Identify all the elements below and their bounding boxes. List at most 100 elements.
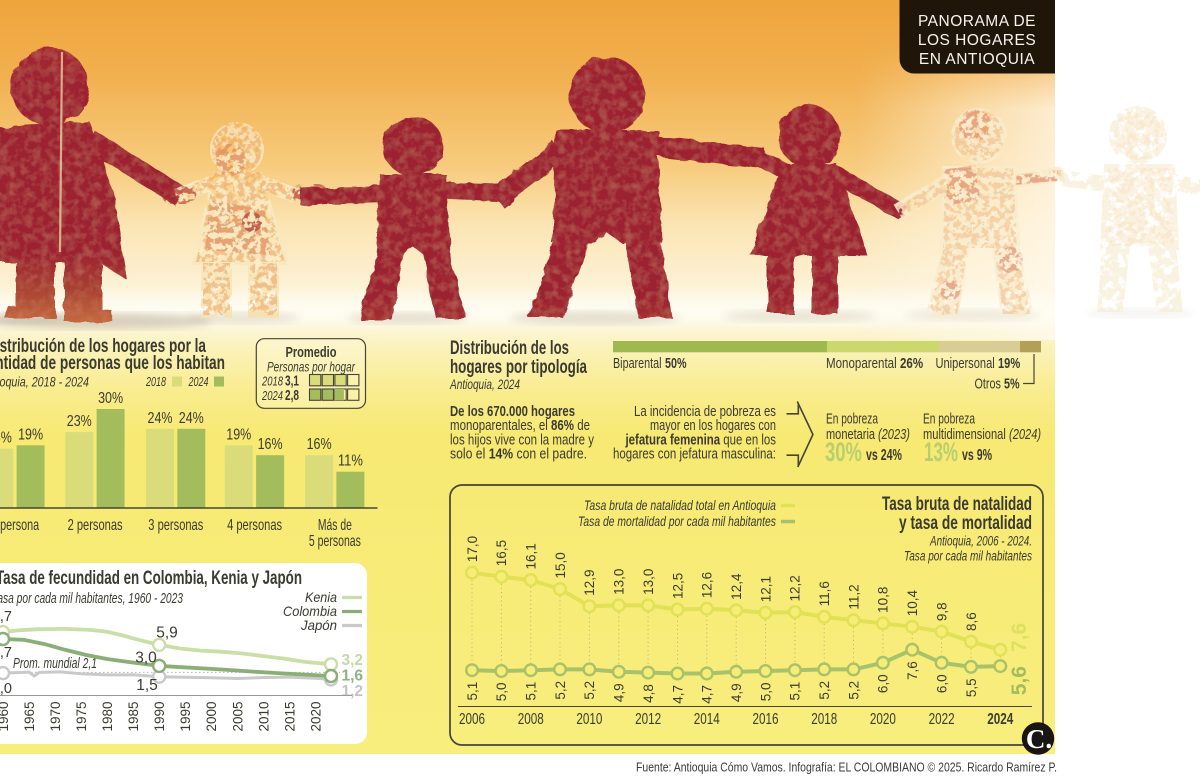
svg-text:3,2: 3,2 <box>342 652 364 669</box>
svg-text:monoparentales, el: monoparentales, el <box>450 417 551 434</box>
svg-text:1 persona: 1 persona <box>0 517 39 534</box>
svg-text:Antioquia, 2018 - 2024: Antioquia, 2018 - 2024 <box>0 374 89 390</box>
svg-text:Distribución de los hogares po: Distribución de los hogares por la <box>0 336 206 357</box>
svg-text:Más de: Más de <box>318 517 352 534</box>
svg-text:2,8: 2,8 <box>285 387 299 404</box>
svg-text:14%: 14% <box>489 446 513 463</box>
svg-text:En pobreza: En pobreza <box>923 412 976 428</box>
svg-text:23%: 23% <box>67 413 92 430</box>
svg-text:Colombia: Colombia <box>283 603 337 619</box>
svg-text:12,9: 12,9 <box>582 569 597 595</box>
svg-text:30%: 30% <box>98 390 123 407</box>
svg-text:Fuente: Antioquia Cómo Vamos.: Fuente: Antioquia Cómo Vamos. Infografía… <box>636 760 1057 775</box>
svg-text:16,1: 16,1 <box>524 543 539 569</box>
svg-text:los hijos vive con la madre y: los hijos vive con la madre y <box>450 431 594 448</box>
svg-text:Unipersonal: Unipersonal <box>936 355 998 372</box>
svg-text:mayor en los hogares con: mayor en los hogares con <box>650 417 776 434</box>
svg-text:2010: 2010 <box>576 711 602 728</box>
svg-text:1985: 1985 <box>126 702 141 732</box>
svg-text:4,8: 4,8 <box>641 684 656 703</box>
svg-text:Biparental: Biparental <box>613 355 665 372</box>
svg-text:5,2: 5,2 <box>553 681 568 700</box>
svg-text:12,5: 12,5 <box>670 573 685 599</box>
svg-text:26%: 26% <box>900 355 923 372</box>
svg-text:1970: 1970 <box>48 702 63 732</box>
svg-text:Tasa de fecundidad en Colombia: Tasa de fecundidad en Colombia, Kenia y … <box>0 567 302 589</box>
svg-text:hogares por tipología: hogares por tipología <box>450 357 587 378</box>
svg-text:La incidencia de pobreza es: La incidencia de pobreza es <box>634 403 776 420</box>
svg-text:7,6: 7,6 <box>1008 623 1031 652</box>
svg-text:1,5: 1,5 <box>136 677 158 694</box>
svg-text:PANORAMA DE: PANORAMA DE <box>918 13 1036 30</box>
svg-text:Tasa por cada mil habitantes,: Tasa por cada mil habitantes, 1960 - 202… <box>0 591 183 607</box>
svg-text:5 personas: 5 personas <box>309 533 361 550</box>
svg-text:13%: 13% <box>924 437 958 467</box>
svg-text:cantidad de personas que los h: cantidad de personas que los habitan <box>0 353 225 374</box>
svg-text:11,2: 11,2 <box>846 584 861 609</box>
svg-text:jefatura femenina: jefatura femenina <box>625 431 721 448</box>
svg-text:24%: 24% <box>179 410 204 427</box>
svg-text:6,7: 6,7 <box>0 645 12 661</box>
svg-text:3,1: 3,1 <box>285 373 299 390</box>
svg-text:10,8: 10,8 <box>876 587 891 613</box>
svg-text:15,0: 15,0 <box>553 552 568 578</box>
svg-text:19%: 19% <box>998 355 1020 372</box>
svg-text:2 personas: 2 personas <box>68 517 123 534</box>
svg-text:2010: 2010 <box>256 702 271 732</box>
svg-text:2012: 2012 <box>635 711 661 728</box>
svg-text:que en los: que en los <box>720 431 776 448</box>
svg-text:2006: 2006 <box>459 711 485 728</box>
svg-text:Personas por hogar: Personas por hogar <box>267 359 356 375</box>
svg-text:5,2: 5,2 <box>817 681 832 700</box>
svg-text:Monoparental: Monoparental <box>826 355 900 372</box>
svg-text:hogares con jefatura masculina: hogares con jefatura masculina: <box>613 446 776 463</box>
svg-text:2020: 2020 <box>308 702 323 732</box>
svg-text:Tasa bruta de natalidad total: Tasa bruta de natalidad total en Antioqu… <box>584 497 776 513</box>
svg-text:Tasa bruta de natalidad: Tasa bruta de natalidad <box>882 494 1032 515</box>
svg-text:5,5: 5,5 <box>964 678 979 697</box>
svg-text:Antioquia, 2024: Antioquia, 2024 <box>449 376 520 392</box>
svg-text:5,6: 5,6 <box>1008 666 1031 695</box>
svg-text:10,4: 10,4 <box>905 589 920 616</box>
svg-text:y tasa de mortalidad: y tasa de mortalidad <box>899 513 1032 534</box>
svg-text:2,0: 2,0 <box>0 681 12 697</box>
svg-text:13,0: 13,0 <box>641 569 656 595</box>
svg-text:2018: 2018 <box>145 374 166 389</box>
svg-text:2014: 2014 <box>694 711 720 728</box>
svg-text:12,4: 12,4 <box>729 573 744 600</box>
svg-text:30%: 30% <box>825 437 862 467</box>
svg-text:Tasa de mortalidad por cada mi: Tasa de mortalidad por cada mil habitant… <box>578 513 776 529</box>
svg-text:vs 24%: vs 24% <box>866 447 902 464</box>
svg-text:2000: 2000 <box>204 702 219 732</box>
svg-text:18%: 18% <box>0 430 12 447</box>
svg-text:5,0: 5,0 <box>494 683 509 702</box>
svg-text:19%: 19% <box>18 426 43 443</box>
svg-text:con el padre.: con el padre. <box>513 446 587 463</box>
svg-text:Promedio: Promedio <box>286 344 337 361</box>
svg-text:2018: 2018 <box>811 711 837 728</box>
svg-text:12,6: 12,6 <box>700 572 715 598</box>
svg-text:1995: 1995 <box>178 702 193 732</box>
svg-text:11%: 11% <box>338 453 363 470</box>
svg-text:Kenia: Kenia <box>305 589 337 605</box>
svg-text:50%: 50% <box>665 355 687 372</box>
svg-text:5,2: 5,2 <box>846 681 861 700</box>
svg-text:1,6: 1,6 <box>342 668 364 685</box>
svg-text:9,8: 9,8 <box>934 602 949 621</box>
svg-text:Japón: Japón <box>300 617 337 633</box>
svg-text:11,6: 11,6 <box>817 581 832 606</box>
svg-text:24%: 24% <box>148 410 173 427</box>
svg-text:EN ANTIOQUIA: EN ANTIOQUIA <box>919 51 1035 68</box>
svg-text:(2023): (2023) <box>878 427 910 443</box>
svg-text:En pobreza: En pobreza <box>826 412 879 428</box>
svg-text:2024: 2024 <box>261 388 283 403</box>
svg-text:17,0: 17,0 <box>465 536 480 562</box>
svg-text:19%: 19% <box>226 426 251 443</box>
svg-text:13,0: 13,0 <box>612 569 627 595</box>
svg-text:5,1: 5,1 <box>465 682 480 701</box>
svg-text:De los 670.000 hogares: De los 670.000 hogares <box>450 403 575 420</box>
svg-text:3,0: 3,0 <box>135 650 157 667</box>
svg-text:monetaria: monetaria <box>826 427 878 443</box>
svg-text:6,0: 6,0 <box>934 674 949 693</box>
svg-text:multidimensional: multidimensional <box>923 427 1009 443</box>
